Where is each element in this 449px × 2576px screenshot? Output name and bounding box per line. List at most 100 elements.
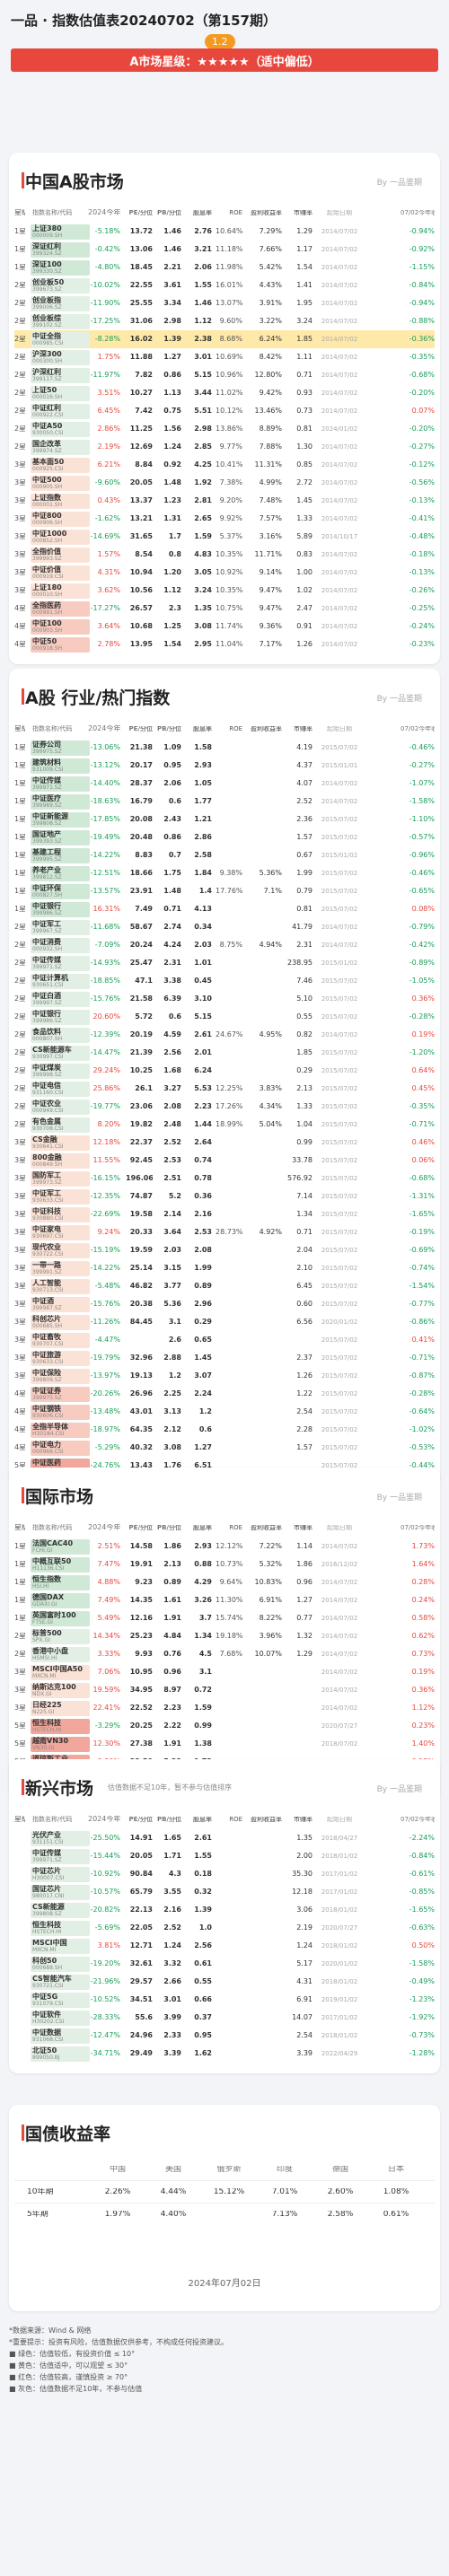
table-row[interactable]: 3星 中证军工 930633.CSI -12.35% 74.87 5.2 0.36 7.14 2… [14, 1187, 435, 1205]
table-row[interactable]: 3星 中证家电 930697.CSI 9.24% 20.33 3.64 2.53 28.73%… [14, 1223, 435, 1241]
table-row[interactable]: 3星 日经225 N225.GI 22.41% 22.52 2.23 1.59 2014/07… [14, 1699, 435, 1717]
table-row[interactable]: 4星 中证证券 399975.SZ -20.26% 26.96 2.25 2.24 1.22 2… [14, 1385, 435, 1403]
table-row[interactable]: 1星 证券公司 399975.SZ -13.06% 21.38 1.09 1.58 4.19 2… [14, 739, 435, 757]
table-row[interactable]: 2星 中证银行 399986.SZ 20.60% 5.72 0.6 5.15 0.55 2015… [14, 1008, 435, 1026]
index-name: 中证煤炭 399998.SZ [31, 1063, 90, 1079]
ytd-return: 19.59% [92, 1687, 120, 1694]
table-row[interactable]: 2星 中证红利 000922.CSI 6.45% 7.42 0.75 5.51 10.12% 1… [14, 402, 435, 420]
table-row[interactable]: 2星 上证50 000016.SH 3.51% 10.27 1.13 3.44 11.02% 9… [14, 384, 435, 402]
table-row[interactable]: 3星 MSCI中国A50 MXCN.MI 7.06% 10.95 0.96 3.1 2014/… [14, 1663, 435, 1681]
table-row[interactable]: 4星 全指医药 000991.SH -17.27% 26.57 2.3 1.35 10.75%… [14, 600, 435, 618]
table-row[interactable]: CS智能汽车 930721.CSI -21.96% 29.57 2.66 0.55 4.31… [14, 1973, 435, 1991]
table-row[interactable]: 3星 中证科技 930880.CSI -22.69% 19.58 2.14 2.16 1.34… [14, 1205, 435, 1223]
table-row[interactable]: 1星 中证医疗 399989.SZ -18.63% 16.79 0.6 1.77 2.52 20… [14, 793, 435, 810]
start-date: 2016/12/02 [321, 1561, 358, 1568]
table-row[interactable]: 2星 中证白酒 399997.SZ -15.76% 21.58 6.39 3.10 5.10 2… [14, 990, 435, 1008]
table-row[interactable]: 3星 纳斯达克100 NDX.GI 19.59% 34.95 8.97 0.72 2014/0… [14, 1681, 435, 1699]
table-row[interactable]: 中证软件 H30202.CSI -28.33% 55.6 3.99 0.37 14.07 20… [14, 2009, 435, 2027]
table-row[interactable]: 3星 中证1000 000852.SH -14.69% 31.65 1.7 1.59 5.37… [14, 528, 435, 546]
table-row[interactable]: 3星 中证酒 399987.SZ -15.76% 20.38 5.36 2.96 0.60 20… [14, 1295, 435, 1313]
roe-value: 9.64% [219, 1579, 242, 1586]
table-row[interactable]: 2星 中证计算机 930651.CSI -18.85% 47.1 3.38 0.45 7.46… [14, 972, 435, 990]
table-row[interactable]: 中证数据 931068.CSI -12.47% 24.96 2.33 0.95 2.54 20… [14, 2027, 435, 2045]
table-row[interactable]: 5星 越南VN30 VN30.GI 12.30% 27.38 1.91 1.38 2018/0… [14, 1735, 435, 1753]
table-row[interactable]: 1星 养老产业 399812.SZ -12.51% 18.66 1.75 1.84 9.38%… [14, 864, 435, 882]
table-row[interactable]: 2星 香港中小盘 HSMSI.HI 3.33% 9.93 0.76 4.5 7.68% 10.0… [14, 1645, 435, 1663]
table-row[interactable]: CS新能源 399808.SZ -20.82% 22.13 2.16 1.39 3.06 20… [14, 1901, 435, 1919]
table-row[interactable]: 2星 中证消费 000932.SH -7.09% 20.24 4.24 2.03 8.75% 4… [14, 936, 435, 954]
table-row[interactable]: 3星 中证500 000905.SH -9.60% 20.05 1.48 1.92 7.38%… [14, 474, 435, 492]
table-row[interactable]: 中证芯片 H30007.CSI -10.92% 90.84 4.3 0.18 35.30 20… [14, 1865, 435, 1883]
table-row[interactable]: 中证传媒 399971.SZ -15.44% 20.05 1.71 1.55 2.00 201… [14, 1847, 435, 1865]
table-row[interactable]: 1星 恒生指数 HSI.HI 4.88% 9.23 0.89 4.29 9.64% 10.83%… [14, 1573, 435, 1591]
table-row[interactable]: 1星 基建工程 399995.SZ -14.22% 8.83 0.7 2.58 0.67 201… [14, 846, 435, 864]
table-row[interactable]: 3星 中证保险 399809.SZ -13.97% 19.13 1.2 3.07 1.26 20… [14, 1367, 435, 1385]
table-row[interactable]: 1星 中证银行 399986.SZ 16.31% 7.49 0.71 4.13 0.81 201… [14, 900, 435, 918]
table-row[interactable]: 1星 中证新能源 399808.SZ -17.85% 20.08 2.43 1.21 2.36… [14, 810, 435, 828]
table-row[interactable]: 1星 中证环保 000827.SH -13.57% 23.91 1.48 1.4 17.76%… [14, 882, 435, 900]
table-row[interactable]: 科创50 000688.SH -19.20% 32.61 3.32 0.61 5.17 202… [14, 1955, 435, 1973]
table-row[interactable]: 1星 上证380 000009.SH -5.18% 13.72 1.46 2.76 10.64… [14, 223, 435, 241]
table-row[interactable]: 2星 中证农业 000949.CSI -19.77% 23.06 2.08 2.23 17.2… [14, 1098, 435, 1116]
table-row[interactable]: 1星 深证红利 399324.SZ -0.42% 13.06 1.46 3.21 11.18%… [14, 241, 435, 258]
ytd-return: -10.02% [90, 282, 120, 289]
table-row[interactable]: 3星 人工智能 930713.CSI -5.48% 46.82 3.77 0.89 6.45 2… [14, 1277, 435, 1295]
table-row[interactable]: 2星 标普500 SPX.GI 14.34% 25.23 4.84 1.34 19.18% 3.… [14, 1627, 435, 1645]
table-row[interactable]: 1星 建筑材料 931009.CSI -13.12% 20.17 0.95 2.93 4.37… [14, 757, 435, 775]
table-row[interactable]: 4星 中证50 000918.SH 2.78% 13.95 1.54 2.95 11.04% 7… [14, 635, 435, 653]
table-row[interactable]: 光伏产业 931151.CSI -25.50% 14.91 1.65 2.61 1.35 20… [14, 1829, 435, 1847]
table-row[interactable]: 2星 中证电信 931160.CSI 25.86% 26.1 3.27 5.53 12.25%… [14, 1080, 435, 1098]
table-row[interactable]: 1星 英国富时100 FTSE.GI 5.49% 12.16 1.91 3.7 15.74% 8… [14, 1609, 435, 1627]
table-row[interactable]: 2星 创业板指 399006.SZ -11.90% 25.55 3.34 1.46 13.07… [14, 294, 435, 312]
table-row[interactable]: 4星 中证100 000903.SH 3.64% 10.68 1.25 3.08 11.74%… [14, 618, 435, 635]
table-row[interactable]: 3星 800金融 000849.SH 11.55% 92.45 2.53 0.74 33.78… [14, 1152, 435, 1170]
table-row[interactable]: 1星 德国DAX GDAXI.GI 7.49% 14.35 1.61 3.26 11.30% 6… [14, 1591, 435, 1609]
table-row[interactable]: 5星 恒生科技 HSTECH.HI -3.29% 20.25 2.22 0.99 2020/0… [14, 1717, 435, 1735]
index-code: FCHI.GI [32, 1546, 53, 1554]
dividend-yield: 0.6 [198, 1426, 212, 1433]
table-row[interactable]: 2星 沪深300 000300.SH 1.75% 11.88 1.27 3.01 10.69%… [14, 348, 435, 366]
table-row[interactable]: 北证50 899050.BJ -34.71% 29.49 3.39 1.62 3.39 202… [14, 2045, 435, 2063]
table-row[interactable]: 2星 创业板50 399673.SZ -10.02% 22.55 3.61 1.55 16.0… [14, 276, 435, 294]
table-row[interactable]: 2星 中证A50 930050.CSI 2.86% 11.25 1.56 2.98 13.86… [14, 420, 435, 438]
table-row[interactable]: 1星 法国CAC40 FCHI.GI 2.51% 14.58 1.86 2.93 12.12%… [14, 1538, 435, 1555]
table-row[interactable]: 3星 CS金融 930641.CSI 12.18% 22.37 2.52 2.64 0.99 2… [14, 1134, 435, 1152]
table-row[interactable]: 3星 国防军工 399973.SZ -16.15% 196.06 2.51 0.78 576.… [14, 1170, 435, 1187]
table-row[interactable]: 1星 中证传媒 399971.SZ -14.40% 28.37 2.06 1.05 4.07 2… [14, 775, 435, 793]
table-row[interactable]: 3星 上证指数 000001.SH 0.43% 13.37 1.23 2.81 9.20% 7.… [14, 492, 435, 510]
table-row[interactable]: 1星 中概互联50 H11136.CSI 7.47% 19.91 2.13 0.88 10.7… [14, 1555, 435, 1573]
table-row[interactable]: 2星 食品饮料 000807.SH -12.39% 20.19 4.59 2.61 24.67… [14, 1026, 435, 1044]
table-row[interactable]: MSCI中国 MXCN.MI 3.81% 12.71 1.24 2.56 1.24 2018/… [14, 1937, 435, 1955]
table-row[interactable]: 3星 中证旅游 930633.CSI -19.79% 32.96 2.88 1.45 2.37… [14, 1349, 435, 1367]
table-row[interactable]: 1星 国证地产 399393.SZ -19.49% 20.48 0.86 2.86 1.57 2… [14, 828, 435, 846]
table-row[interactable]: 2星 有色金属 930708.CSI 8.20% 19.82 2.48 1.44 18.99%… [14, 1116, 435, 1134]
table-row[interactable]: 2星 中证军工 399967.SZ -11.68% 58.67 2.74 0.34 41.79… [14, 918, 435, 936]
table-row[interactable]: 3星 一带一路 399991.SZ -14.22% 25.14 3.15 1.99 2.10 2… [14, 1259, 435, 1277]
day-change: -0.61% [409, 1871, 435, 1878]
table-row[interactable]: 2星 中证传媒 399971.SZ -14.93% 25.47 2.31 1.01 238.9… [14, 954, 435, 972]
table-row[interactable]: 3星 中证800 000906.SH -1.62% 13.21 1.31 2.65 9.92%… [14, 510, 435, 528]
index-label: 恒生科技 [32, 1920, 61, 1929]
table-row[interactable]: 中证5G 931079.CSI -10.52% 34.51 3.01 0.66 6.91 20… [14, 1991, 435, 2009]
table-row[interactable]: 3星 基本面50 000925.CSI 6.21% 8.84 0.92 4.25 10.41%… [14, 456, 435, 474]
table-row[interactable]: 3星 科创芯片 000685.SH -11.26% 84.45 3.1 0.29 6.56 20… [14, 1313, 435, 1331]
table-row[interactable]: 2星 沪深红利 399117.SZ -11.97% 7.82 0.86 5.15 10.96%… [14, 366, 435, 384]
table-row[interactable]: 2星 中证煤炭 399998.SZ 29.24% 10.25 1.68 6.24 0.29 20… [14, 1062, 435, 1080]
table-row[interactable]: 3星 现代农业 930722.CSI -15.19% 19.59 2.03 2.08 2.04… [14, 1241, 435, 1259]
index-label: 中证50 [32, 636, 57, 645]
table-row[interactable]: 3星 中证畜牧 930707.CSI -4.47% 2.6 0.65 2015/07/02 0… [14, 1331, 435, 1349]
table-row[interactable]: 3星 上证180 000010.SH 3.62% 10.56 1.12 3.24 10.35%… [14, 582, 435, 600]
table-row[interactable]: 3星 全指价值 399993.SZ 1.57% 8.54 0.8 4.83 10.35% 11.… [14, 546, 435, 564]
table-row[interactable]: 4星 全指半导体 H30184.CSI -18.97% 64.35 2.12 0.6 2.28… [14, 1421, 435, 1439]
table-row[interactable]: 2星 CS新能源车 930997.CSI -14.47% 21.39 2.56 2.01 1.… [14, 1044, 435, 1062]
table-row[interactable]: 3星 中证价值 000919.CSI 4.31% 10.94 1.20 3.05 10.92%… [14, 564, 435, 582]
table-row[interactable]: 4星 中证电力 000966.CSI -5.29% 40.32 3.08 1.27 1.57 2… [14, 1439, 435, 1457]
table-row[interactable]: 2星 中证全指 000985.CSI -8.28% 16.02 1.39 2.38 8.68%… [14, 330, 435, 348]
table-row[interactable]: 1星 深证100 399330.SZ -4.80% 18.45 2.21 2.06 11.98… [14, 258, 435, 276]
table-row[interactable]: 恒生科技 HSTECH.HI -5.69% 22.05 2.52 1.0 2.19 2020/… [14, 1919, 435, 1937]
table-row[interactable]: 国证芯片 980017.CNI -10.57% 65.79 3.55 0.32 12.18 2… [14, 1883, 435, 1901]
table-row[interactable]: 4星 中证钢铁 930606.CSI -13.48% 43.01 3.13 1.2 2.54 2… [14, 1403, 435, 1421]
start-date: 2014/07/02 [321, 1633, 358, 1640]
table-row[interactable]: 2星 国企改革 399974.SZ 2.19% 12.69 1.24 2.85 9.77% 7.… [14, 438, 435, 456]
table-row[interactable]: 2星 创业板综 399102.SZ -17.25% 31.06 2.98 1.12 9.60%… [14, 312, 435, 330]
